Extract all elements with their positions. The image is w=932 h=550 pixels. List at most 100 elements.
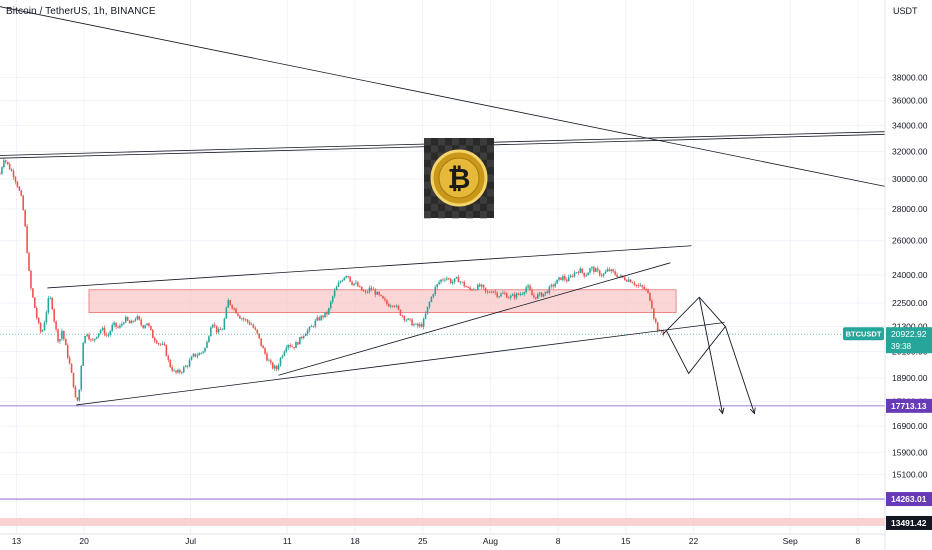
candle-body: [254, 327, 257, 330]
candle-body: [631, 282, 634, 284]
candle-body: [521, 294, 524, 295]
price-badges: BTCUSDT 20922.92 39:38 17713.13 14263.01 1349…: [843, 327, 932, 530]
candle-body: [161, 343, 164, 345]
candle-body: [279, 357, 282, 366]
candle-body: [571, 275, 574, 277]
candle-body: [378, 291, 380, 295]
candle-body: [596, 268, 599, 271]
candle-body: [583, 272, 585, 277]
candle-body: [130, 320, 133, 324]
bitcoin-coin-inner: [438, 157, 480, 199]
level-badge: [886, 515, 932, 530]
candle-body: [37, 317, 40, 324]
candle-body: [573, 272, 576, 277]
candle-body: [357, 282, 359, 287]
candle-body: [434, 287, 437, 295]
y-tick-label: 16900.00: [892, 421, 928, 431]
candle-body: [422, 318, 425, 327]
candle-body: [99, 330, 102, 334]
candle-body: [577, 272, 580, 274]
candle-body: [173, 370, 175, 372]
logo-checker: [445, 203, 452, 211]
logo-checker: [473, 203, 480, 211]
candle-body: [291, 346, 293, 348]
symbol-badge-label: BTCUSDT: [846, 330, 882, 339]
bitcoin-logo: ₿: [424, 138, 494, 219]
candle-body: [447, 278, 450, 280]
horizontal-levels: [0, 405, 885, 526]
candle-body: [556, 279, 558, 284]
candle-body: [63, 330, 65, 339]
candle-body: [144, 325, 146, 328]
candle-body: [519, 294, 522, 295]
candle-body: [182, 367, 185, 373]
candle-body: [552, 284, 555, 287]
candle-body: [515, 293, 518, 298]
logo-checker: [424, 138, 431, 146]
candle-body: [347, 276, 349, 277]
candle-body: [645, 289, 647, 290]
candle-body: [233, 308, 235, 310]
candle-body: [560, 277, 562, 280]
candle-body: [326, 312, 328, 315]
candle-body: [492, 291, 495, 293]
logo-checker: [445, 145, 452, 153]
candle-body: [540, 292, 543, 297]
candle-body: [111, 325, 113, 332]
candle-body: [453, 278, 456, 282]
candle-body: [467, 287, 469, 288]
candle-body: [418, 324, 421, 327]
candle-body: [529, 285, 531, 291]
candle-body: [382, 296, 384, 299]
candle-body: [155, 340, 158, 344]
candle-body: [126, 316, 129, 321]
candle-body: [12, 171, 15, 178]
candle-body: [662, 331, 665, 334]
x-tick-label: Jul: [185, 536, 196, 546]
candle-body: [486, 291, 489, 293]
candle-body: [531, 290, 533, 296]
logo-checker: [424, 181, 431, 190]
candle-body: [80, 365, 83, 390]
candle-body: [146, 323, 148, 326]
candle-body: [124, 316, 127, 323]
candle-body: [41, 330, 44, 332]
candle-body: [109, 331, 112, 335]
candle-body: [308, 326, 311, 331]
candle-body: [0, 173, 1, 175]
candle-body: [86, 334, 88, 337]
candle-body: [337, 282, 340, 287]
candle-body: [471, 289, 473, 291]
candle-body: [24, 210, 26, 227]
candle-body: [397, 305, 400, 310]
candle-body: [287, 344, 290, 348]
candle-body: [281, 355, 284, 358]
candle-body: [554, 283, 556, 287]
logo-checker: [438, 211, 445, 219]
candle-body: [641, 285, 644, 287]
candle-body: [51, 297, 54, 310]
candle-body: [614, 271, 616, 275]
candle-body: [289, 344, 291, 347]
candle-body: [575, 272, 578, 274]
candle-body: [477, 284, 479, 291]
x-tick-label: 15: [621, 536, 631, 546]
y-tick-label: 34000.00: [892, 120, 928, 130]
candle-body: [480, 284, 483, 287]
candle-body: [360, 286, 363, 291]
candle-body: [123, 322, 125, 324]
candle-body: [275, 365, 278, 370]
candle-body: [399, 309, 402, 316]
logo-checker: [424, 196, 431, 204]
candle-body: [196, 355, 199, 357]
logo-checker: [480, 211, 487, 219]
candle-body: [47, 298, 50, 313]
candle-body: [498, 296, 500, 298]
candle-body: [163, 343, 166, 345]
candle-body: [616, 274, 618, 278]
logo-checker: [431, 189, 438, 197]
candle-body: [93, 338, 96, 341]
candle-body: [548, 286, 551, 294]
time-axis[interactable]: 13 20 Jul 11 18 25 Aug 8 15 22 Sep 8: [12, 536, 861, 546]
y-tick-label: 38000.00: [892, 72, 928, 82]
